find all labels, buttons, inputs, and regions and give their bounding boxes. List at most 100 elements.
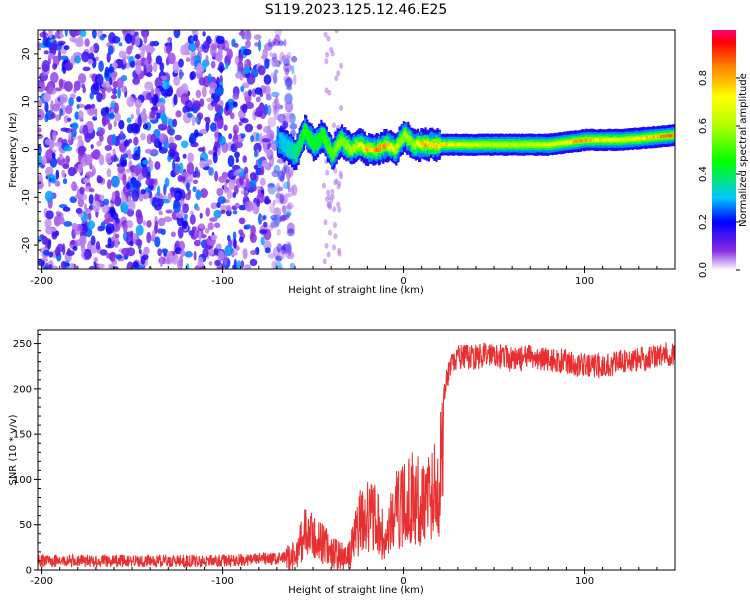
noise-blob <box>116 77 124 89</box>
noise-blob <box>151 148 158 155</box>
noise-blob <box>324 58 329 65</box>
noise-blob <box>158 194 168 200</box>
noise-blob <box>41 60 50 72</box>
noise-blob <box>167 37 173 42</box>
ridge-cell <box>615 138 618 142</box>
noise-blob <box>64 30 68 37</box>
noise-blob <box>38 133 44 140</box>
snr-axes: -200 -100 0 100 0 50 100 150 200 250 <box>13 334 676 587</box>
noise-blob <box>150 106 159 112</box>
noise-blob <box>273 112 280 121</box>
noise-blob <box>122 30 128 36</box>
noise-blob <box>99 134 104 142</box>
noise-blob <box>52 131 57 142</box>
noise-blob <box>237 134 242 143</box>
noise-blob <box>277 170 285 182</box>
noise-blob <box>199 128 208 135</box>
noise-blob <box>204 117 210 122</box>
noise-blob <box>140 133 146 141</box>
noise-blob <box>284 112 294 124</box>
ridge-cell <box>323 137 326 142</box>
noise-blob <box>111 191 116 203</box>
ridge-cell <box>665 134 668 138</box>
noise-blob <box>197 256 204 268</box>
noise-blob <box>99 127 105 136</box>
noise-blob <box>273 164 281 174</box>
noise-blob <box>112 87 118 95</box>
noise-blob <box>45 166 54 177</box>
noise-blob <box>165 209 173 214</box>
noise-blob <box>62 206 71 212</box>
noise-blob <box>146 72 153 78</box>
noise-blob <box>285 251 295 260</box>
noise-blob <box>92 30 97 39</box>
noise-blob <box>163 141 170 150</box>
y-tick-label: 10 <box>21 95 32 108</box>
noise-blob <box>151 229 156 241</box>
noise-blob <box>193 34 198 42</box>
noise-blob <box>67 166 76 177</box>
ridge-cell <box>376 147 379 152</box>
noise-blob <box>291 65 295 75</box>
noise-blob <box>217 196 226 205</box>
colorbar-tick-label: 0.0 <box>698 262 709 278</box>
noise-blob <box>94 193 99 203</box>
noise-blob <box>154 161 161 170</box>
noise-blob <box>44 190 54 203</box>
noise-blob <box>202 41 210 53</box>
noise-blob <box>90 144 94 150</box>
y-tick-label: 0 <box>26 566 32 577</box>
noise-blob <box>77 163 83 174</box>
noise-blob <box>45 225 53 235</box>
noise-blob <box>96 175 102 184</box>
noise-blob <box>75 40 84 48</box>
noise-blob <box>256 185 261 190</box>
noise-blob <box>244 60 247 65</box>
noise-blob <box>143 246 150 255</box>
noise-blob <box>84 154 93 166</box>
ridge-cell <box>362 145 365 150</box>
noise-blob <box>150 87 155 98</box>
noise-blob <box>149 110 156 119</box>
noise-blob <box>260 55 267 60</box>
noise-blob <box>231 38 236 47</box>
ridge-cell <box>659 134 662 138</box>
noise-blob <box>228 179 236 190</box>
noise-blob <box>173 76 181 86</box>
y-tick-label: 20 <box>21 48 32 61</box>
x-tick-label: 0 <box>400 576 406 587</box>
noise-blob <box>55 210 61 216</box>
noise-blob <box>78 110 84 122</box>
noise-blob <box>235 157 239 163</box>
noise-blob <box>334 75 339 82</box>
ridge-cell <box>281 139 284 144</box>
noise-blob <box>117 132 126 141</box>
noise-blob <box>244 264 252 269</box>
noise-blob <box>73 80 81 91</box>
noise-blob <box>215 35 225 45</box>
noise-blob <box>117 165 126 174</box>
ridge-cell <box>330 148 333 153</box>
noise-blob <box>238 229 244 235</box>
noise-blob <box>155 55 163 65</box>
colorbar-tick-label: 0.8 <box>698 70 709 86</box>
noise-blob <box>184 99 193 112</box>
noise-blob <box>68 132 72 142</box>
noise-blob <box>168 142 178 150</box>
noise-blob <box>232 231 237 241</box>
ridge-cell <box>564 140 567 144</box>
noise-blob <box>127 149 132 160</box>
noise-blob <box>245 178 251 191</box>
noise-blob <box>99 35 105 41</box>
noise-blob <box>59 154 64 161</box>
noise-blob <box>272 38 279 44</box>
noise-blob <box>261 138 271 143</box>
noise-blob <box>198 77 206 86</box>
ridge-cell <box>386 143 389 148</box>
noise-blob <box>168 148 176 158</box>
noise-blob <box>220 209 226 214</box>
noise-blob <box>181 220 188 230</box>
noise-blob <box>174 166 182 171</box>
noise-blob <box>191 114 196 127</box>
